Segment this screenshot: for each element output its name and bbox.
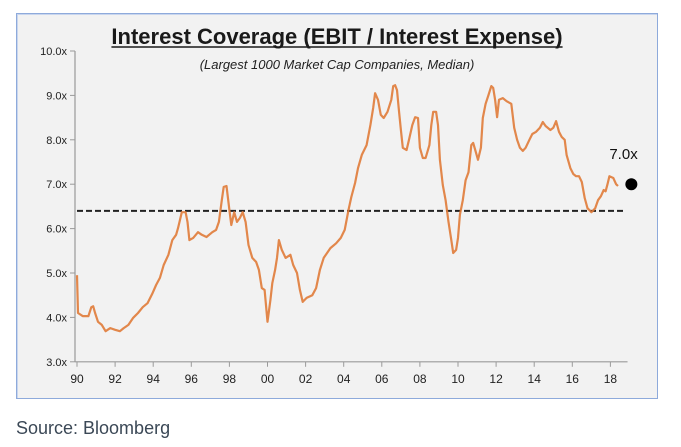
axes: 3.0x 4.0x 5.0x 6.0x 7.0x 8.0x 9.0x 10.0x 90 92 94 9… bbox=[40, 46, 628, 386]
y-tick-label: 7.0x bbox=[46, 179, 67, 191]
latest-value-dot bbox=[625, 178, 638, 191]
x-tick-label: 90 bbox=[70, 372, 84, 386]
chart-frame bbox=[16, 13, 658, 399]
latest-value-label: 7.0x bbox=[609, 146, 638, 163]
x-tick-label: 00 bbox=[261, 372, 275, 386]
x-tick-label: 94 bbox=[147, 372, 161, 386]
x-tick-label: 96 bbox=[185, 372, 199, 386]
y-tick-label: 3.0x bbox=[46, 357, 67, 369]
y-tick-label: 9.0x bbox=[46, 90, 67, 102]
x-tick-label: 16 bbox=[566, 372, 580, 386]
x-tick-label: 06 bbox=[375, 372, 389, 386]
series-line-interest-coverage bbox=[75, 84, 619, 333]
x-tick-label: 12 bbox=[489, 372, 503, 386]
series-group bbox=[75, 84, 619, 333]
y-tick-label: 5.0x bbox=[46, 268, 67, 280]
chart-title: Interest Coverage (EBIT / Interest Expen… bbox=[111, 24, 562, 49]
x-tick-label: 92 bbox=[108, 372, 122, 386]
chart-subtitle: (Largest 1000 Market Cap Companies, Medi… bbox=[200, 57, 475, 72]
x-tick-label: 10 bbox=[451, 372, 465, 386]
x-tick-label: 18 bbox=[604, 372, 618, 386]
y-tick-label: 10.0x bbox=[40, 46, 67, 58]
x-tick-label: 14 bbox=[528, 372, 542, 386]
source-note: Source: Bloomberg bbox=[16, 418, 171, 438]
y-tick-label: 8.0x bbox=[46, 135, 67, 147]
y-tick-label: 6.0x bbox=[46, 224, 67, 236]
x-tick-label: 04 bbox=[337, 372, 351, 386]
y-tick-label: 4.0x bbox=[46, 312, 67, 324]
x-tick-label: 98 bbox=[223, 372, 237, 386]
x-tick-label: 08 bbox=[413, 372, 427, 386]
x-tick-label: 02 bbox=[299, 372, 313, 386]
marks-group bbox=[625, 178, 638, 191]
